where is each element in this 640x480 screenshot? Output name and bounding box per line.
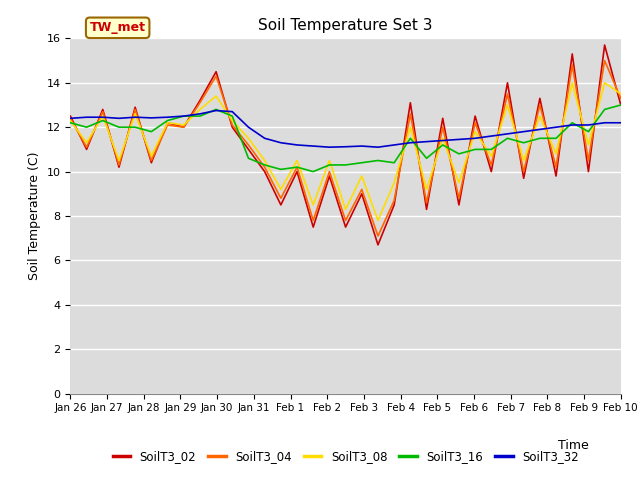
Legend: SoilT3_02, SoilT3_04, SoilT3_08, SoilT3_16, SoilT3_32: SoilT3_02, SoilT3_04, SoilT3_08, SoilT3_… — [108, 445, 584, 468]
Text: TW_met: TW_met — [90, 21, 146, 34]
Y-axis label: Soil Temperature (C): Soil Temperature (C) — [28, 152, 41, 280]
Title: Soil Temperature Set 3: Soil Temperature Set 3 — [259, 18, 433, 33]
Text: Time: Time — [558, 439, 589, 452]
